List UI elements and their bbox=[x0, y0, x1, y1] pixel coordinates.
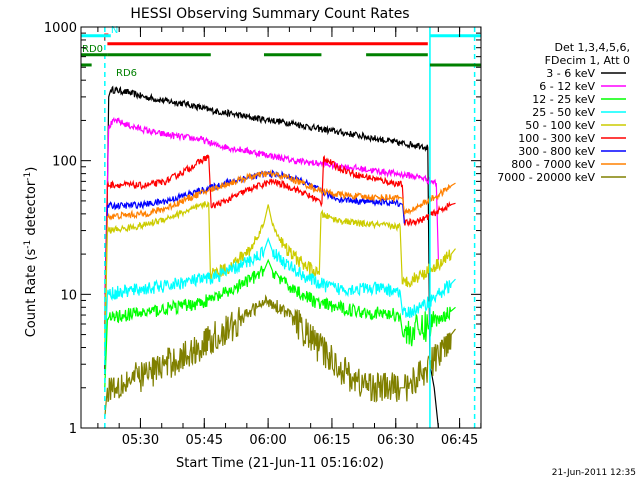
series-line-1 bbox=[104, 85, 439, 429]
series-line-5 bbox=[104, 168, 456, 335]
timestamp: 21-Jun-2011 12:35 bbox=[552, 468, 636, 478]
legend-label: 12 - 25 keV bbox=[532, 93, 595, 106]
legend-label: 3 - 6 keV bbox=[546, 67, 595, 80]
y-tick-label: 100 bbox=[52, 155, 77, 170]
chart-title: HESSI Observing Summary Count Rates bbox=[130, 6, 409, 22]
series-line-2 bbox=[104, 116, 439, 295]
x-tick-label: 05:30 bbox=[122, 433, 159, 448]
series-line-7 bbox=[104, 237, 456, 365]
plot-frame bbox=[80, 26, 482, 429]
y-axis-label-sup1: -1 bbox=[23, 240, 33, 249]
y-tick-label: 10 bbox=[60, 288, 77, 303]
legend-header-line: Det 1,3,4,5,6, bbox=[554, 41, 630, 54]
x-tick-label: 05:45 bbox=[186, 433, 223, 448]
x-axis-label: Start Time (21-Jun-11 05:16:02) bbox=[176, 456, 384, 471]
y-axis-label: Count Rate (s-1 detector-1) bbox=[23, 167, 39, 338]
y-tick-label: 1 bbox=[69, 422, 77, 437]
y-axis-label-sup2: -1 bbox=[23, 172, 33, 181]
series-line-9 bbox=[104, 294, 456, 418]
y-axis-label-mid: detector bbox=[24, 180, 39, 240]
legend-label: 300 - 800 keV bbox=[518, 145, 595, 158]
axes: 1 10 100 1000 05:30 05:45 06:00 06:15 06:30 06:45 bbox=[44, 21, 482, 448]
legend-label: 25 - 50 keV bbox=[532, 106, 595, 119]
series-line-8 bbox=[104, 258, 456, 388]
y-axis-label-prefix: Count Rate (s bbox=[24, 249, 39, 338]
flag-label-rd6: RD6 bbox=[116, 68, 137, 79]
series-line-3 bbox=[104, 154, 456, 325]
legend-label: 800 - 7000 keV bbox=[511, 158, 595, 171]
flag-label-n: N bbox=[111, 25, 118, 36]
series-line-6 bbox=[104, 201, 456, 348]
flag-label-f: F bbox=[103, 33, 109, 44]
series-line-4 bbox=[104, 169, 405, 325]
x-tick-label: 06:30 bbox=[377, 433, 414, 448]
legend: Det 1,3,4,5,6,FDecim 1, Att 03 - 6 keV6 … bbox=[497, 41, 630, 184]
legend-header-line: FDecim 1, Att 0 bbox=[545, 54, 630, 67]
flag-label-rd0: RD0 bbox=[82, 44, 103, 55]
x-tick-label: 06:00 bbox=[249, 433, 286, 448]
legend-label: 6 - 12 keV bbox=[539, 80, 595, 93]
x-tick-label: 06:15 bbox=[313, 433, 350, 448]
y-tick-label: 1000 bbox=[44, 21, 77, 36]
plot-area: FN RD0 RD6 bbox=[81, 25, 481, 429]
legend-label: 7000 - 20000 keV bbox=[497, 171, 595, 184]
y-axis-label-suffix: ) bbox=[24, 167, 39, 172]
x-tick-label: 06:45 bbox=[441, 433, 478, 448]
legend-label: 50 - 100 keV bbox=[525, 119, 595, 132]
legend-label: 100 - 300 keV bbox=[518, 132, 595, 145]
